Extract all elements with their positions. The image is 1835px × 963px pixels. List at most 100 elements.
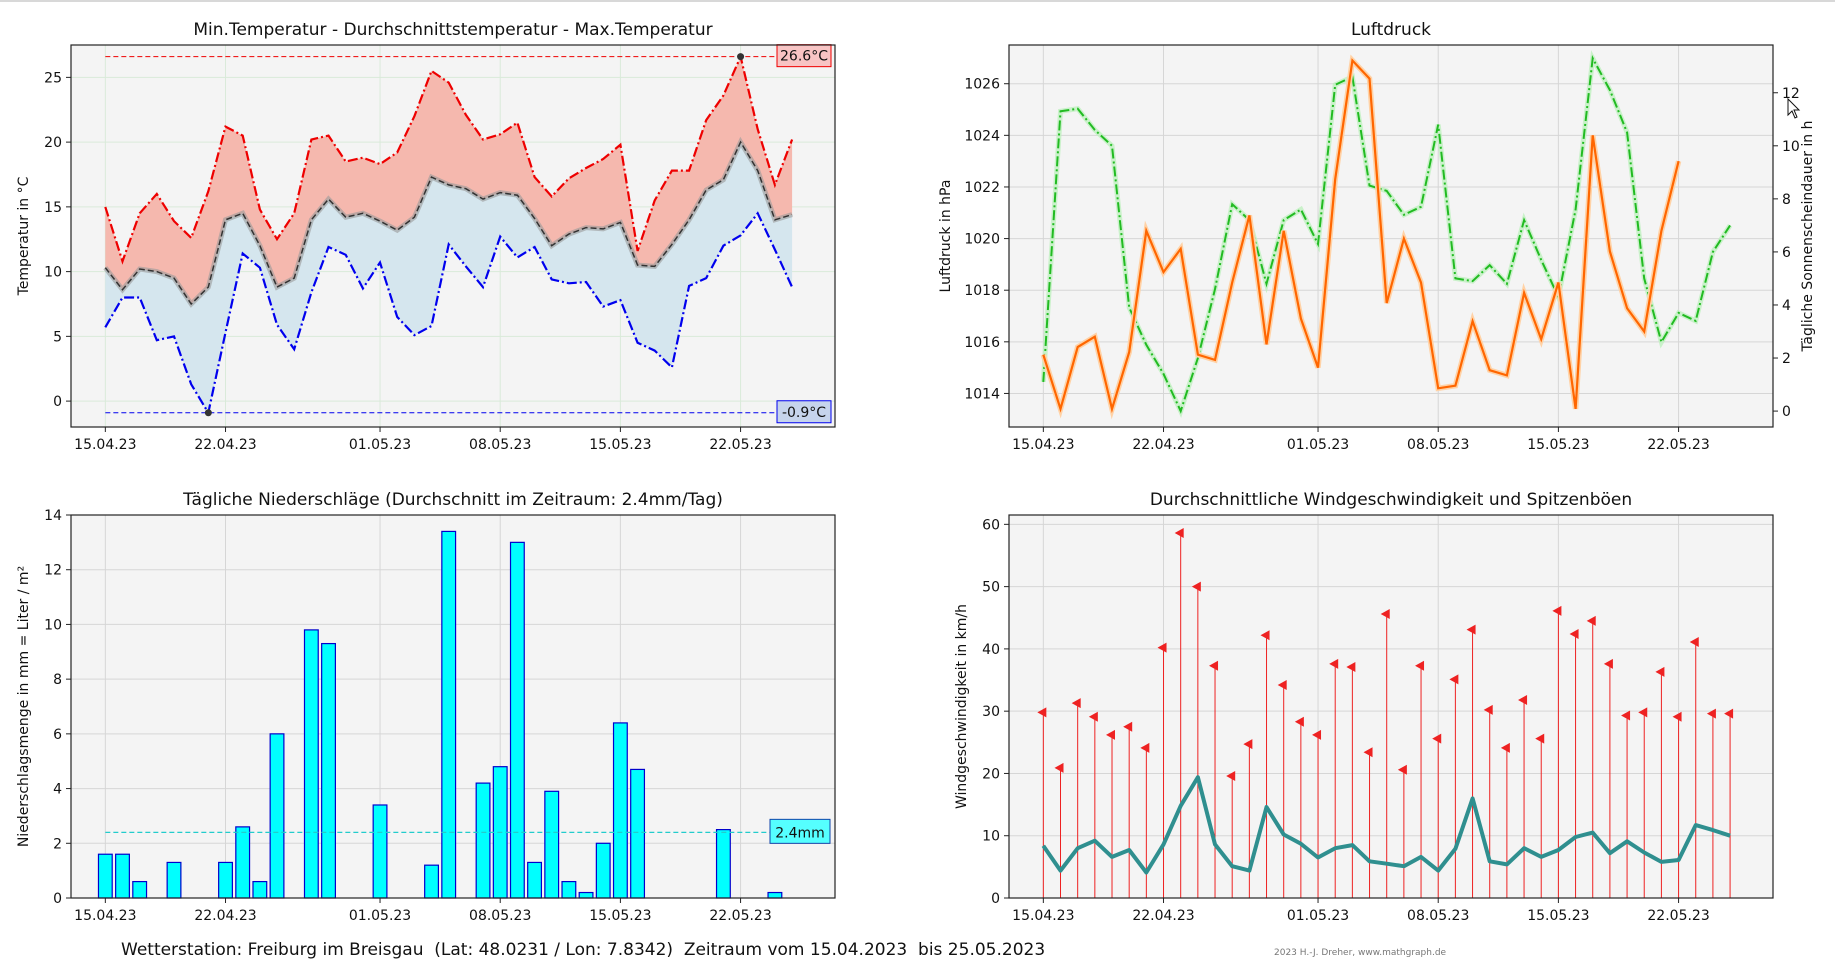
pressure-line bbox=[1042, 58, 1680, 414]
y-axis-label: Windgeschwindigkeit in km/h bbox=[954, 604, 970, 809]
gust-marker bbox=[1106, 729, 1116, 740]
y-tick-label: 2 bbox=[53, 836, 62, 852]
chart-title: Tägliche Niederschläge (Durchschnitt im … bbox=[182, 490, 723, 510]
y2-tick-label: 10 bbox=[1782, 139, 1800, 155]
y2-axis-label: Tägliche Sonnenscheindauer in h bbox=[1800, 121, 1816, 353]
x-tick-label: 22.05.23 bbox=[1647, 437, 1709, 453]
station-footer: Wetterstation: Freiburg im Breisgau (Lat… bbox=[121, 940, 1046, 960]
y-axis-label: Niederschlagsmenge in mm = Liter / m² bbox=[16, 566, 32, 847]
x-tick-label: 15.05.23 bbox=[589, 908, 651, 924]
precipitation-bar bbox=[595, 842, 611, 899]
y-tick-label: 0 bbox=[53, 394, 62, 410]
gust-marker bbox=[1586, 615, 1596, 626]
x-tick-label: 15.05.23 bbox=[1527, 437, 1589, 453]
gust-marker bbox=[1157, 642, 1167, 653]
gust-marker bbox=[1380, 609, 1390, 620]
precipitation-bar bbox=[612, 722, 628, 899]
y2-tick-label: 6 bbox=[1782, 245, 1791, 261]
y-tick-label: 1024 bbox=[964, 128, 1000, 144]
plot-frame bbox=[70, 44, 836, 428]
precipitation-bar bbox=[97, 853, 113, 899]
y2-tick-label: 0 bbox=[1782, 404, 1791, 420]
min-temperature-line bbox=[104, 211, 794, 416]
precipitation-bar bbox=[441, 530, 457, 899]
gust-marker bbox=[1054, 762, 1064, 773]
y2-tick-label: 2 bbox=[1782, 351, 1791, 367]
gust-marker bbox=[1449, 674, 1459, 685]
gust-marker bbox=[1226, 770, 1236, 781]
y-tick-label: 20 bbox=[982, 766, 1000, 782]
y-tick-label: 0 bbox=[53, 891, 62, 907]
gust-marker bbox=[1037, 707, 1047, 718]
y-tick-label: 50 bbox=[982, 580, 1000, 596]
y-tick-label: 1018 bbox=[964, 283, 1000, 299]
gust-marker bbox=[1191, 581, 1201, 592]
y-tick-label: 60 bbox=[982, 517, 1000, 533]
average-wind-line bbox=[1041, 775, 1731, 875]
y-tick-label: 1014 bbox=[964, 386, 1000, 402]
x-tick-label: 01.05.23 bbox=[1287, 908, 1349, 924]
gust-marker bbox=[1672, 711, 1682, 722]
precipitation-bar bbox=[252, 880, 268, 899]
y-tick-label: 40 bbox=[982, 642, 1000, 658]
max-avg-fill bbox=[105, 56, 793, 305]
gust-marker bbox=[1088, 711, 1098, 722]
plot-area bbox=[1009, 515, 1773, 898]
pressure-chart: 15.04.23 22.04.23 01.05.23 08.05.23 15.05.23… bbox=[938, 20, 1816, 453]
y-tick-label: 1020 bbox=[964, 232, 1000, 248]
window-top-border bbox=[0, 0, 1835, 2]
precipitation-bar bbox=[132, 880, 148, 899]
x-tick-label: 01.05.23 bbox=[349, 437, 411, 453]
gust-marker bbox=[1638, 707, 1648, 718]
y-tick-label: 10 bbox=[44, 265, 62, 281]
precipitation-bar bbox=[235, 826, 251, 899]
y-tick-label: 10 bbox=[44, 617, 62, 633]
x-tick-label: 22.04.23 bbox=[1132, 908, 1194, 924]
precipitation-bar bbox=[527, 861, 543, 899]
y-tick-label: 8 bbox=[53, 672, 62, 688]
max-point-marker bbox=[737, 53, 745, 61]
gust-marker bbox=[1260, 630, 1270, 641]
precipitation-bar bbox=[630, 768, 646, 899]
precipitation-bar bbox=[321, 642, 336, 899]
mouse-cursor-icon bbox=[1787, 97, 1801, 119]
max-temperature-line bbox=[104, 53, 794, 265]
y-tick-label: 10 bbox=[982, 829, 1000, 845]
precipitation-bar bbox=[372, 804, 388, 899]
gust-marker bbox=[1569, 628, 1579, 639]
y-tick-label: 25 bbox=[44, 70, 62, 86]
precipitation-bar bbox=[509, 541, 525, 899]
y-tick-label: 14 bbox=[44, 508, 62, 524]
avg-min-fill bbox=[105, 142, 793, 413]
x-tick-label: 22.05.23 bbox=[709, 437, 771, 453]
x-tick-label: 08.05.23 bbox=[469, 908, 531, 924]
plot-area bbox=[1009, 45, 1773, 427]
gust-marker bbox=[1415, 660, 1425, 671]
precipitation-bar bbox=[578, 891, 594, 899]
y-tick-label: 4 bbox=[53, 782, 62, 798]
max-label-text: 26.6°C bbox=[780, 49, 828, 65]
min-point-marker bbox=[204, 409, 212, 417]
y-tick-label: 30 bbox=[982, 704, 1000, 720]
precipitation-bar bbox=[115, 853, 130, 899]
plot-frame bbox=[70, 514, 836, 899]
gust-marker bbox=[1174, 528, 1184, 539]
gust-marker bbox=[1500, 742, 1510, 753]
avg-temperature-line bbox=[104, 140, 793, 306]
y-tick-label: 5 bbox=[53, 329, 62, 345]
x-tick-label: 22.05.23 bbox=[709, 908, 771, 924]
gust-marker bbox=[1397, 764, 1407, 775]
temperature-chart: 26.6°C -0.9°C 15.04.23 22.04.23 01.05.23 08.0… bbox=[16, 20, 836, 453]
precipitation-bar bbox=[218, 861, 233, 899]
x-tick-label: 01.05.23 bbox=[349, 908, 411, 924]
y-axis-label: Luftdruck in hPa bbox=[938, 180, 954, 293]
gust-marker bbox=[1329, 658, 1339, 669]
x-tick-label: 08.05.23 bbox=[469, 437, 531, 453]
y-tick-label: 6 bbox=[53, 727, 62, 743]
y2-tick-label: 8 bbox=[1782, 192, 1791, 208]
y-tick-label: 1022 bbox=[964, 180, 1000, 196]
gust-marker bbox=[1243, 739, 1253, 750]
mean-label-box bbox=[769, 818, 831, 844]
precipitation-chart: 2.4mm 15.04.23 22.04.23 01.05.23 08.05.23 15.… bbox=[16, 490, 836, 924]
precipitation-bar bbox=[475, 782, 491, 899]
